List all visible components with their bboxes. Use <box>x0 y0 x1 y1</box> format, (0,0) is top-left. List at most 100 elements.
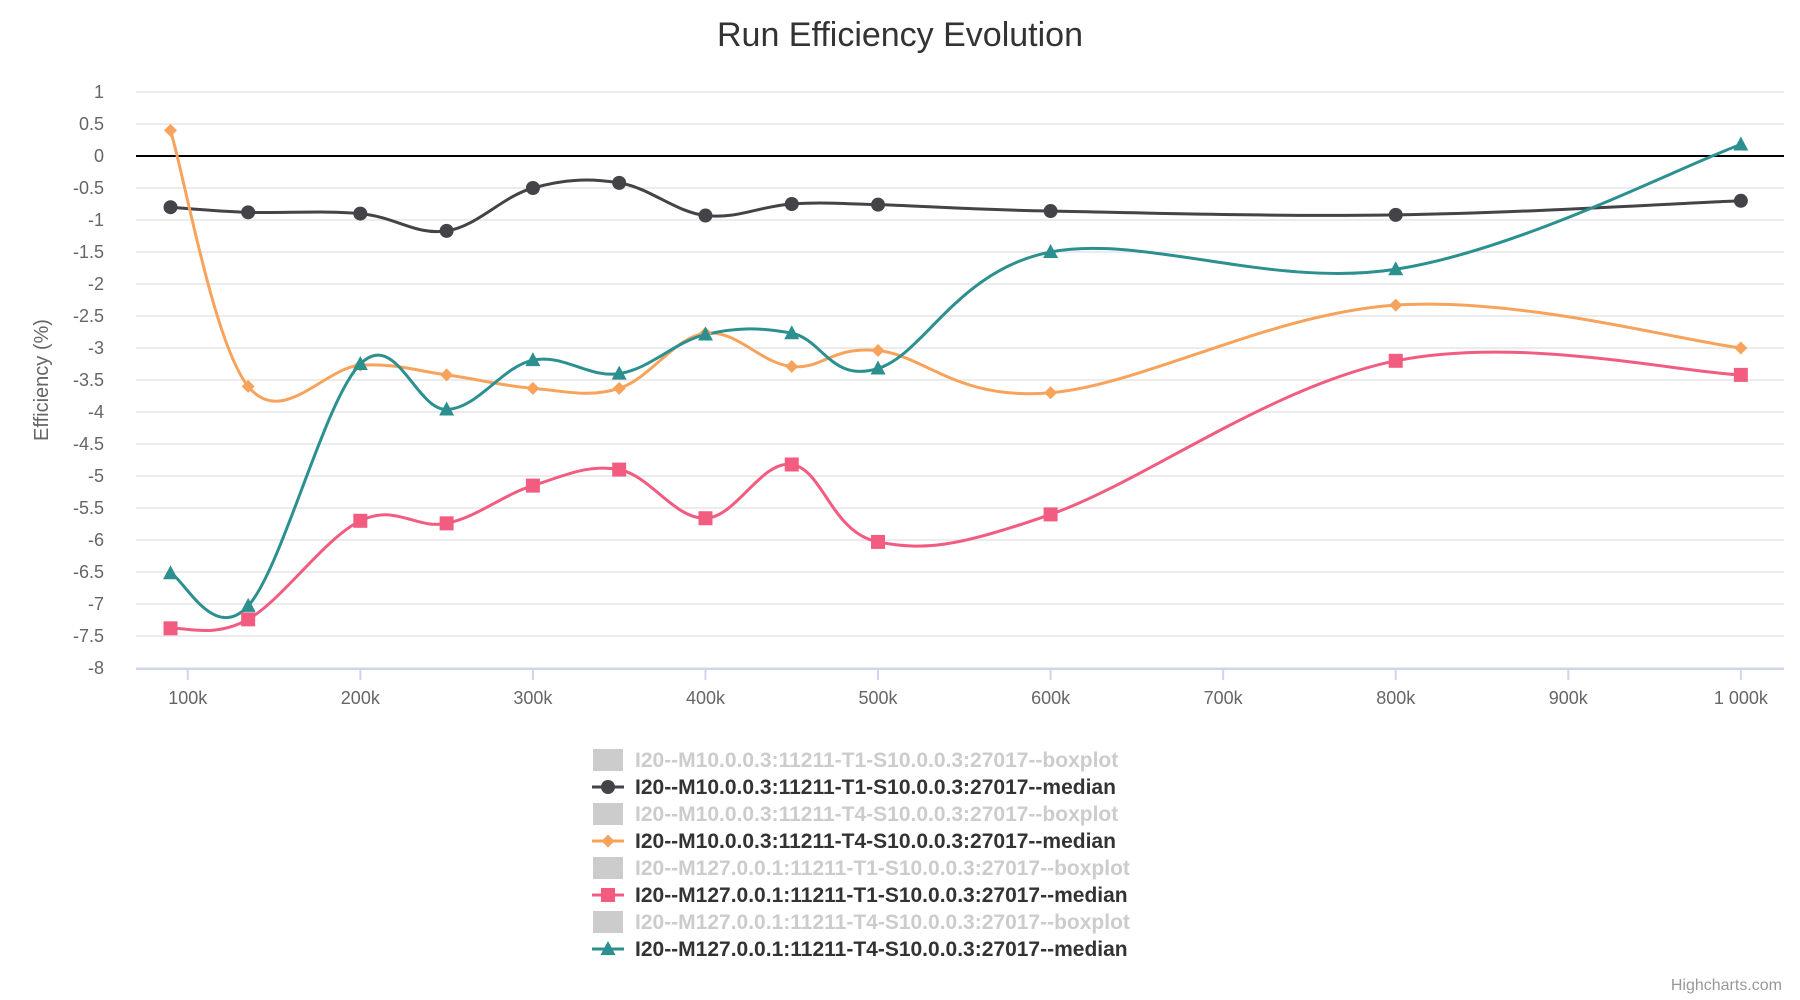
data-point[interactable] <box>1043 507 1058 522</box>
x-tick-label: 300k <box>513 688 553 708</box>
x-tick-label: 100k <box>168 688 208 708</box>
legend-symbol[interactable] <box>593 803 623 825</box>
y-tick-label: -7.5 <box>73 626 104 646</box>
legend-symbol[interactable] <box>601 780 615 794</box>
data-point[interactable] <box>871 534 886 549</box>
data-point[interactable] <box>440 368 454 382</box>
legend-symbol[interactable] <box>593 911 623 933</box>
data-point[interactable] <box>1044 386 1058 400</box>
data-point[interactable] <box>1734 341 1748 355</box>
data-point[interactable] <box>697 326 713 341</box>
data-point[interactable] <box>784 325 800 340</box>
data-point[interactable] <box>1043 204 1058 219</box>
legend-label[interactable]: I20--M10.0.0.3:11211-T1-S10.0.0.3:27017-… <box>635 776 1116 799</box>
data-point[interactable] <box>163 621 178 636</box>
legend-symbol[interactable] <box>593 857 623 879</box>
y-tick-label: 0.5 <box>79 114 104 134</box>
y-axis-ticks: 1 0.5 0 -0.5 -1 -1.5 -2 -2.5 -3 -3.5 -4 -4.5 -5 -5.5 -… <box>73 82 104 678</box>
data-point[interactable] <box>1388 353 1403 368</box>
data-point[interactable] <box>698 208 713 223</box>
data-point[interactable] <box>1043 244 1059 258</box>
legend-label[interactable]: I20--M10.0.0.3:11211-T1-S10.0.0.3:27017-… <box>635 749 1118 772</box>
y-tick-label: -6.5 <box>73 562 104 582</box>
y-tick-label: -5 <box>88 466 104 486</box>
series-line[interactable] <box>169 178 1743 234</box>
data-point[interactable] <box>241 612 256 627</box>
data-point[interactable] <box>1389 298 1403 312</box>
data-point[interactable] <box>612 462 627 477</box>
data-point[interactable] <box>240 597 256 612</box>
data-point[interactable] <box>353 513 368 528</box>
legend-label[interactable]: I20--M127.0.0.1:11211-T4-S10.0.0.3:27017… <box>635 911 1130 934</box>
x-tick-label: 500k <box>859 688 899 708</box>
y-tick-label: -4.5 <box>73 434 104 454</box>
data-point[interactable] <box>439 516 454 531</box>
x-tick-label: 200k <box>341 688 381 708</box>
x-tick-label: 900k <box>1549 688 1589 708</box>
data-point[interactable] <box>525 478 540 493</box>
legend-symbol[interactable] <box>601 888 615 902</box>
y-axis-label: Efficiency (%) <box>31 319 53 441</box>
data-point[interactable] <box>439 401 455 416</box>
legend-item[interactable]: I20--M10.0.0.3:11211-T4-S10.0.0.3:27017-… <box>592 830 1116 853</box>
data-point[interactable] <box>1388 261 1404 276</box>
data-point[interactable] <box>1733 367 1748 382</box>
data-point[interactable] <box>1733 193 1748 208</box>
x-tick-label: 800k <box>1376 688 1416 708</box>
data-point[interactable] <box>241 379 255 393</box>
y-tick-label: -1 <box>88 210 104 230</box>
data-point[interactable] <box>525 181 540 195</box>
series-line[interactable] <box>169 128 1743 403</box>
data-point[interactable] <box>871 344 885 358</box>
legend-symbol[interactable] <box>601 834 615 848</box>
data-point[interactable] <box>611 365 627 380</box>
legend-item[interactable]: I20--M127.0.0.1:11211-T4-S10.0.0.3:27017… <box>592 938 1128 961</box>
legend-symbol[interactable] <box>600 941 616 955</box>
series-line[interactable] <box>169 350 1743 632</box>
y-tick-label: -6 <box>88 530 104 550</box>
data-point[interactable] <box>784 197 799 211</box>
data-point[interactable] <box>871 197 886 212</box>
data-point[interactable] <box>612 175 627 190</box>
y-tick-label: -4 <box>88 402 104 422</box>
data-point[interactable] <box>870 360 886 375</box>
data-point[interactable] <box>785 360 799 374</box>
data-point[interactable] <box>612 381 626 395</box>
data-point[interactable] <box>1733 136 1749 151</box>
legend-label[interactable]: I20--M127.0.0.1:11211-T1-S10.0.0.3:27017… <box>635 857 1130 880</box>
legend-symbol[interactable] <box>593 749 623 771</box>
credits-link[interactable]: Highcharts.com <box>1671 977 1782 994</box>
legend-item[interactable]: I20--M127.0.0.1:11211-T1-S10.0.0.3:27017… <box>593 857 1130 880</box>
legend-item[interactable]: I20--M10.0.0.3:11211-T4-S10.0.0.3:27017-… <box>593 803 1118 826</box>
data-point[interactable] <box>526 381 540 395</box>
y-tick-label: -2.5 <box>73 306 104 326</box>
legend-label[interactable]: I20--M10.0.0.3:11211-T4-S10.0.0.3:27017-… <box>635 830 1116 853</box>
x-axis: 100k 200k 300k 400k 500k 600k 700k 800k 900k 1 00… <box>136 668 1784 708</box>
legend-item[interactable]: I20--M127.0.0.1:11211-T1-S10.0.0.3:27017… <box>592 884 1128 907</box>
y-tick-label: -7 <box>88 594 104 614</box>
legend-item[interactable]: I20--M10.0.0.3:11211-T1-S10.0.0.3:27017-… <box>592 776 1116 799</box>
x-tick-label: 1 000k <box>1714 688 1769 708</box>
data-point[interactable] <box>164 123 178 137</box>
legend-label[interactable]: I20--M10.0.0.3:11211-T4-S10.0.0.3:27017-… <box>635 803 1118 826</box>
y-tick-label: -3.5 <box>73 370 104 390</box>
x-tick-label: 700k <box>1204 688 1244 708</box>
y-tick-label: -8 <box>88 658 104 678</box>
data-point[interactable] <box>784 457 799 472</box>
data-point[interactable] <box>439 223 454 238</box>
legend-label[interactable]: I20--M127.0.0.1:11211-T4-S10.0.0.3:27017… <box>635 938 1128 961</box>
legend-item[interactable]: I20--M127.0.0.1:11211-T4-S10.0.0.3:27017… <box>593 911 1130 934</box>
legend-label[interactable]: I20--M127.0.0.1:11211-T1-S10.0.0.3:27017… <box>635 884 1128 907</box>
data-point[interactable] <box>353 206 368 221</box>
data-point[interactable] <box>163 200 178 215</box>
data-point[interactable] <box>698 511 713 526</box>
data-point[interactable] <box>525 352 541 367</box>
x-tick-label: 400k <box>686 688 726 708</box>
legend-item[interactable]: I20--M10.0.0.3:11211-T1-S10.0.0.3:27017-… <box>593 749 1118 772</box>
data-point[interactable] <box>1388 207 1403 222</box>
y-tick-label: 0 <box>94 146 104 166</box>
data-point[interactable] <box>352 356 368 370</box>
data-point[interactable] <box>241 205 256 220</box>
data-point[interactable] <box>163 565 179 580</box>
